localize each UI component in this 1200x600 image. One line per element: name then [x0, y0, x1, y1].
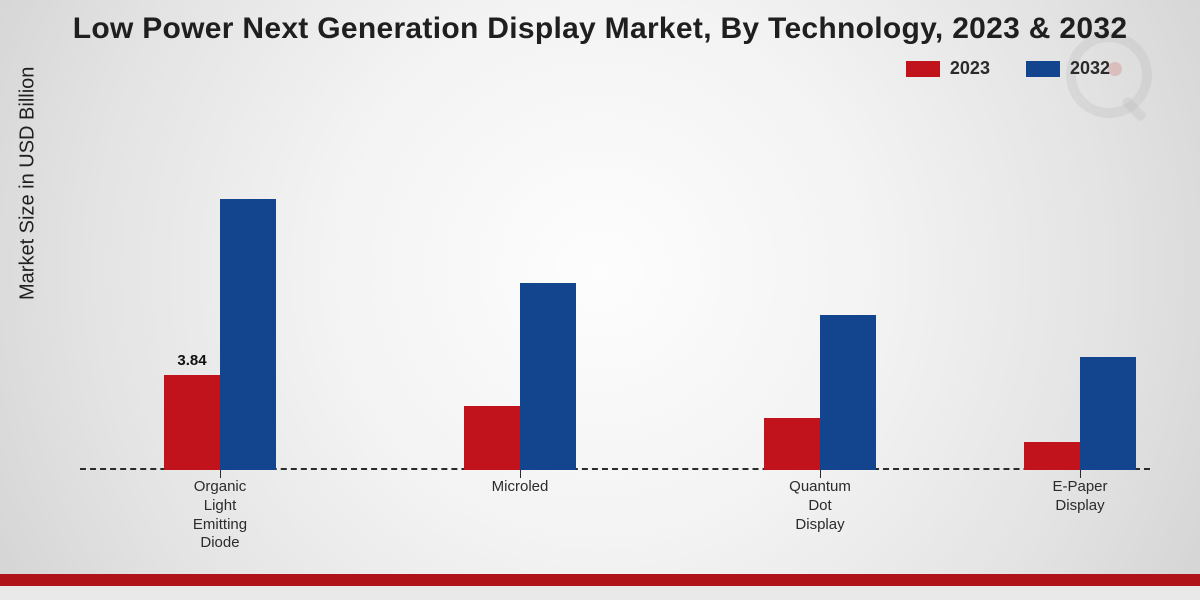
chart-canvas: Low Power Next Generation Display Market…: [0, 0, 1200, 600]
y-axis-label: Market Size in USD Billion: [17, 67, 40, 300]
category-label: Quantum Dot Display: [789, 470, 851, 534]
category-label: E-Paper Display: [1052, 470, 1107, 516]
bar-group: Microled: [464, 283, 576, 470]
legend-label-2023: 2023: [950, 58, 990, 79]
footer-background: [0, 586, 1200, 600]
legend-item-2023: 2023: [906, 58, 990, 79]
bar-2032: [1080, 357, 1136, 470]
bar-value-label: 3.84: [177, 352, 206, 369]
chart-title: Low Power Next Generation Display Market…: [0, 12, 1200, 46]
bar-group: E-Paper Display: [1024, 357, 1136, 470]
legend-label-2032: 2032: [1070, 58, 1110, 79]
watermark-dot-icon: [1108, 62, 1122, 76]
category-label: Microled: [492, 470, 549, 497]
footer-accent-bar: [0, 574, 1200, 586]
legend-item-2032: 2032: [1026, 58, 1110, 79]
bar-group: Organic Light Emitting Diode3.84: [164, 199, 276, 470]
bar-2032: [220, 199, 276, 470]
bar-group: Quantum Dot Display: [764, 315, 876, 470]
legend: 2023 2032: [906, 58, 1110, 79]
plot-area: Organic Light Emitting Diode3.84 Microled…: [80, 100, 1150, 470]
legend-swatch-2023: [906, 61, 940, 77]
bar-2023: [1024, 442, 1080, 470]
bar-2023: [164, 375, 220, 470]
bar-2023: [764, 418, 820, 470]
bar-2032: [820, 315, 876, 470]
legend-swatch-2032: [1026, 61, 1060, 77]
category-label: Organic Light Emitting Diode: [193, 470, 247, 553]
bar-2023: [464, 406, 520, 470]
bar-2032: [520, 283, 576, 470]
